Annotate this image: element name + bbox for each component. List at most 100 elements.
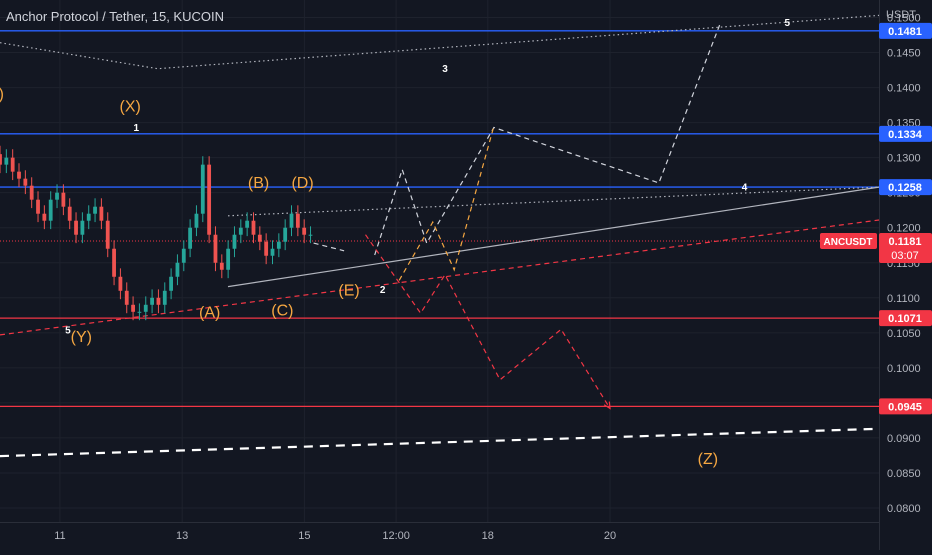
candle-body: [86, 213, 91, 221]
x-tick-label: 11: [54, 530, 65, 542]
candle-body: [124, 290, 129, 305]
candle-body: [283, 227, 288, 242]
y-tick-label: 0.0800: [887, 503, 921, 515]
candle-body: [175, 262, 180, 277]
wave-label: (C): [271, 302, 293, 319]
candle-body: [61, 192, 66, 207]
current-price-label: 0.1181: [888, 236, 921, 248]
candle-body: [302, 227, 307, 235]
resistance-2-badge-label: 0.1334: [888, 129, 923, 141]
countdown-label: 03:07: [891, 250, 919, 262]
wave-label: ): [0, 86, 4, 103]
candle-body: [99, 206, 104, 221]
candle-body: [4, 157, 9, 165]
candle-body: [93, 206, 97, 214]
wave-label: 3: [442, 64, 448, 75]
candle-body: [74, 220, 78, 235]
y-tick-label: 0.1300: [887, 153, 921, 165]
y-tick-label: 0.1000: [887, 363, 921, 375]
candle-body: [23, 178, 28, 186]
candle-body: [295, 213, 300, 228]
y-tick-label: 0.1500: [887, 13, 921, 25]
candle-body: [276, 241, 281, 249]
wave-label: (E): [338, 283, 359, 300]
candle-body: [36, 199, 40, 214]
candle-body: [289, 213, 294, 228]
candle-body: [219, 262, 224, 270]
grey-upper-trendline: [227, 186, 880, 217]
y-tick-label: 0.1200: [887, 223, 921, 235]
resistance-3-badge: [879, 179, 932, 196]
candle-body: [105, 220, 110, 249]
wave-label: 2: [380, 285, 386, 296]
candle-body: [131, 304, 135, 312]
candle-body: [200, 164, 205, 214]
candle-body: [226, 248, 231, 270]
wave-label: 5: [65, 326, 71, 337]
orange-wave-projection: [398, 125, 495, 281]
red-wave-projection: [365, 234, 611, 409]
candle-body: [10, 157, 15, 172]
y-tick-label: 0.0900: [887, 433, 921, 445]
candle-body: [80, 220, 85, 235]
candle-body: [251, 220, 256, 235]
y-tick-label: 0.0850: [887, 468, 921, 480]
candle-body: [194, 213, 199, 228]
support-1-badge-label: 0.1071: [888, 313, 922, 325]
candle-body: [264, 241, 269, 256]
symbol-tag: [820, 233, 877, 250]
support-2-badge: [879, 398, 932, 415]
y-tick-label: 0.1450: [887, 48, 921, 60]
candle-body: [137, 311, 142, 313]
white-wave-projection: [374, 23, 721, 256]
candle-body: [169, 276, 174, 291]
y-tick-label: 0.1400: [887, 83, 921, 95]
y-axis-unit: USDT: [886, 9, 916, 21]
wave-label: 4: [742, 183, 748, 194]
candle-body: [207, 164, 212, 235]
candle-body: [143, 304, 148, 312]
white-e-leg: [313, 242, 345, 252]
wave-label: (X): [120, 98, 141, 115]
x-tick-label: 20: [604, 530, 616, 542]
y-tick-label: 0.1100: [887, 293, 920, 305]
wave-label: (D): [291, 175, 313, 192]
candle-body: [42, 213, 47, 221]
wave-label: (B): [248, 175, 269, 192]
resistance-1-badge: [879, 22, 932, 39]
x-tick-label: 18: [482, 530, 494, 542]
candle-body: [213, 234, 218, 263]
wave-label: 1: [134, 123, 140, 134]
red-projection-arrowhead: [603, 401, 611, 410]
candle-body: [308, 234, 313, 236]
wave-label: (A): [199, 304, 220, 321]
candle-body: [188, 227, 193, 249]
white-dashed-support: [0, 427, 880, 458]
candle-body: [150, 297, 154, 305]
red-dashed-trendline: [0, 219, 880, 336]
candle-body: [245, 220, 250, 228]
candle-body: [270, 248, 275, 256]
x-tick-label: 13: [176, 530, 188, 542]
candle-body: [55, 192, 59, 200]
resistance-2-badge: [879, 125, 932, 142]
symbol-tag-label: ANCUSDT: [824, 237, 873, 248]
x-tick-label: 12:00: [382, 530, 410, 542]
candle-body: [67, 206, 72, 221]
y-tick-label: 0.1050: [887, 328, 921, 340]
x-tick-label: 15: [298, 530, 310, 542]
candle-body: [29, 185, 34, 200]
candle-body: [257, 234, 262, 242]
support-1-badge: [879, 310, 932, 327]
candle-body: [156, 297, 161, 305]
candle-body: [238, 227, 243, 235]
wave-label: (Y): [71, 329, 92, 346]
chart-title: Anchor Protocol / Tether, 15, KUCOIN: [6, 9, 224, 24]
grey-lower-trendline: [227, 186, 880, 288]
candle-body: [162, 290, 167, 305]
candle-body: [48, 199, 53, 221]
current-price-badge: [879, 233, 932, 264]
candle-body: [118, 276, 123, 291]
